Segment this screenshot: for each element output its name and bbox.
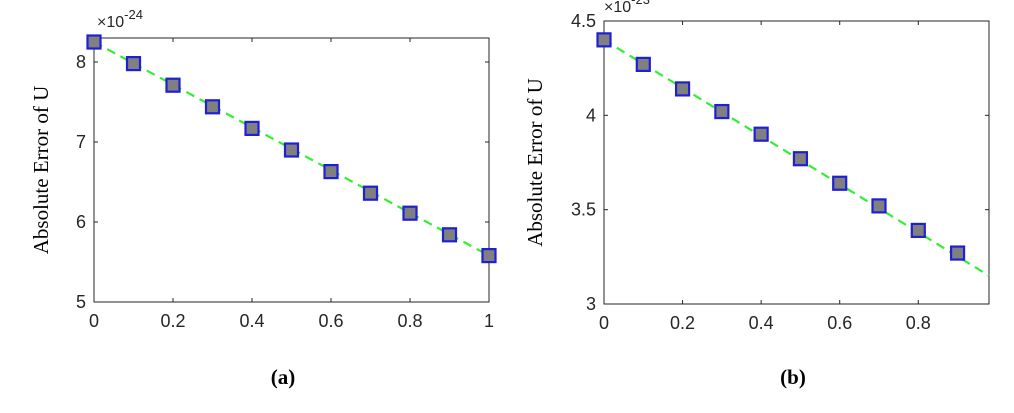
y-exponent-label: ×10-24 [97,7,143,31]
x-tick-label: 0.2 [670,313,695,333]
plot-area-frame [603,20,990,305]
y-axis-label: Absolute Error of U [29,86,53,255]
y-exponent-label: ×10-23 [604,0,650,16]
data-point-marker [714,103,730,120]
panel-caption: (b) [780,365,806,389]
x-tick-label: 0.8 [906,313,931,333]
data-point-marker [635,56,651,72]
y-tick-label: 6 [76,212,86,232]
x-tick-label: 0.4 [239,311,264,331]
y-tick-label: 4 [586,105,596,125]
data-point-marker [871,198,887,214]
y-axis-label: Absolute Error of U [523,78,547,247]
data-point-marker [283,142,300,158]
data-point-marker [792,151,809,167]
data-point-marker [910,222,926,239]
x-tick-label: 0 [599,313,609,333]
data-point-marker [204,99,221,115]
data-point-marker [244,120,260,137]
y-tick-label: 7 [76,132,86,152]
x-tick-label: 0.4 [749,313,774,333]
data-point-marker [481,248,497,264]
data-point-marker [362,185,379,201]
data-point-marker [949,245,966,261]
panel-b: 0 0.2 0.4 0.6 0.8 3 3.5 4 4.5 ×10-23 Absolute Erro… [523,0,990,389]
panel-a: 0 0.2 0.4 0.6 0.8 1 5 6 7 8 ×10-24 Absolute Error o… [29,7,497,389]
y-tick-label: 4.5 [571,11,596,31]
data-point-marker [165,77,181,93]
y-tick-label: 3.5 [571,200,596,220]
panel-caption: (a) [271,365,296,389]
data-point-marker [441,227,458,243]
data-point-marker [402,205,418,221]
x-tick-label: 0.8 [397,311,422,331]
data-point-marker [753,126,769,142]
data-point-marker [674,81,691,97]
plot-area-frame [93,37,490,303]
y-tick-label: 8 [76,52,86,72]
x-tick-label: 0.2 [160,311,185,331]
data-point-marker [832,175,848,191]
data-point-marker [125,55,142,72]
data-point-marker [323,164,339,180]
x-tick-label: 1 [484,311,494,331]
y-tick-label: 3 [586,294,596,314]
data-point-marker [86,34,102,50]
x-tick-label: 0.6 [827,313,852,333]
x-tick-label: 0.6 [318,311,343,331]
y-tick-label: 5 [76,292,86,312]
data-point-marker [596,32,612,48]
x-tick-label: 0 [89,311,99,331]
